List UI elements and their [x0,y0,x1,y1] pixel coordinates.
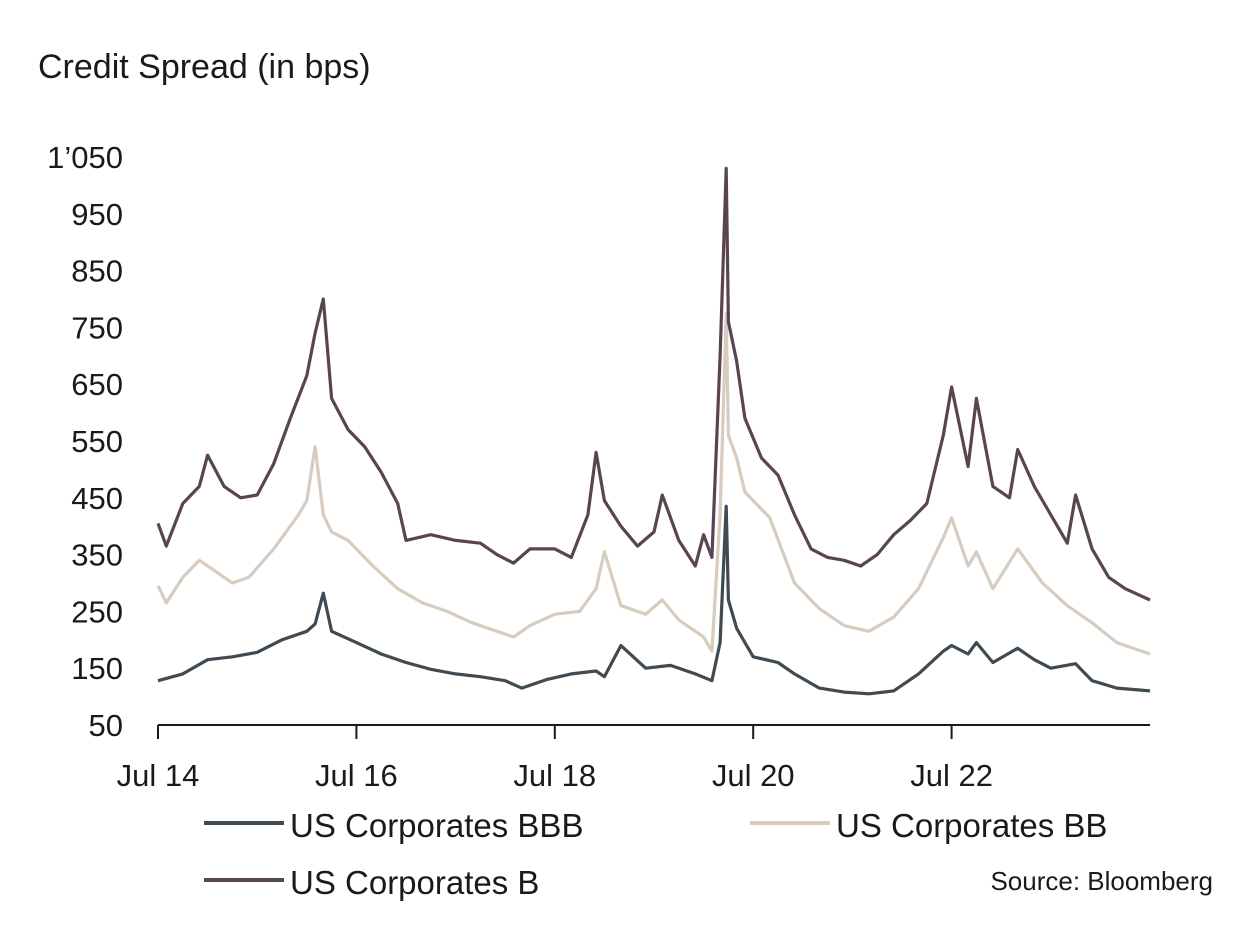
y-tick-label: 650 [71,367,123,402]
y-tick-label: 850 [71,254,123,289]
y-tick-label: 450 [71,481,123,516]
x-tick-label: Jul 20 [712,758,795,793]
x-tick-label: Jul 18 [513,758,596,793]
series-line-us-corporates-b [156,166,1151,602]
y-tick-label: 1’050 [47,140,123,175]
x-tick-label: Jul 22 [910,758,993,793]
y-tick-label: 250 [71,594,123,629]
y-tick-label: 50 [89,708,123,743]
y-tick-label: 350 [71,538,123,573]
series-layer [156,166,1151,696]
source-note: Source: Bloomberg [990,866,1213,896]
y-axis-ticks: 50 150 250 350 450 550 650 750 850 950 1’050 [47,140,123,743]
y-tick-label: 950 [71,197,123,232]
legend-label: US Corporates B [290,864,539,901]
legend: US Corporates BBB US Corporates BB US Corp… [204,807,1107,901]
chart-title: Credit Spread (in bps) [38,48,371,86]
y-tick-label: 150 [71,651,123,686]
x-tick-label: Jul 16 [315,758,398,793]
y-tick-label: 550 [71,424,123,459]
legend-label: US Corporates BBB [290,807,583,844]
legend-label: US Corporates BB [836,807,1107,844]
series-line-us-corporates-bbb [157,504,1151,696]
x-axis: Jul 14 Jul 16 Jul 18 Jul 20 Jul 22 [117,724,1150,793]
x-tick-label: Jul 14 [117,758,200,793]
y-tick-label: 750 [71,310,123,345]
series-line-us-corporates-bb [156,311,1151,656]
